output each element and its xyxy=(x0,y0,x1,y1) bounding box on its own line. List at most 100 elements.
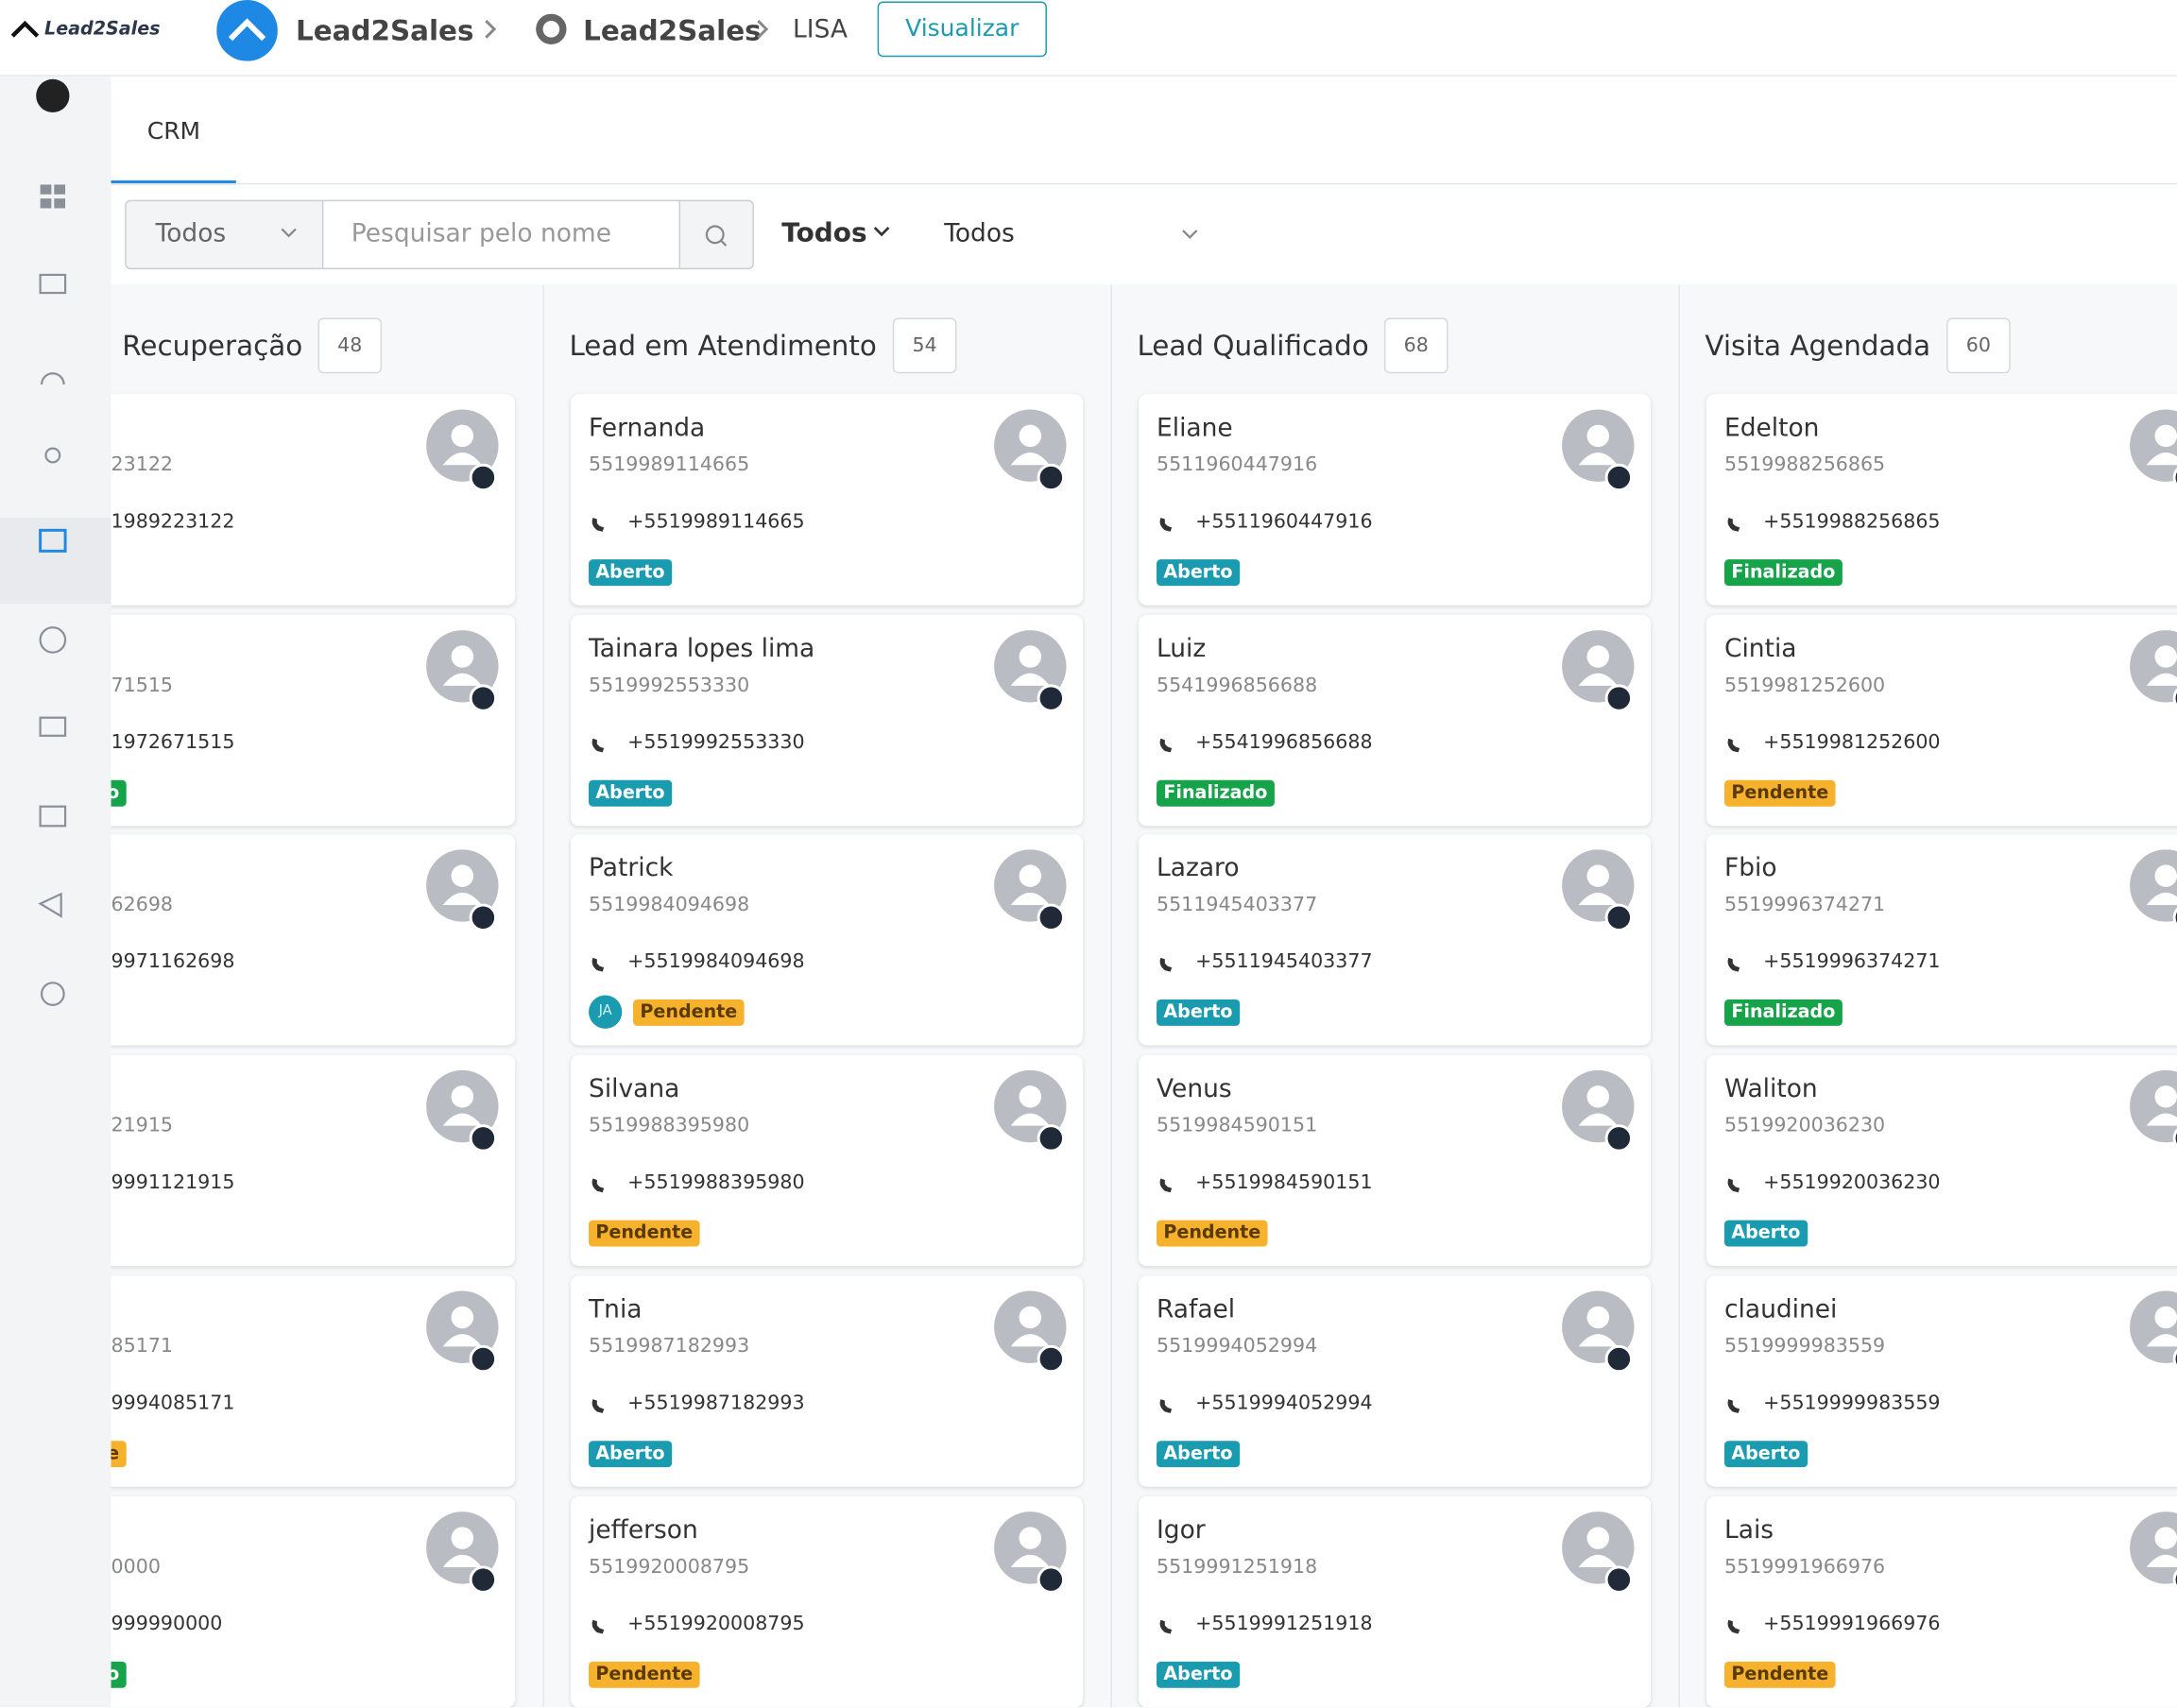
avatar xyxy=(1562,630,1635,712)
lead-card[interactable]: Edelton 5519988256865 +5519988256865 Finali… xyxy=(1706,394,2177,606)
lead-card[interactable]: 0000 999990000 o xyxy=(111,1496,516,1708)
breadcrumb-separator xyxy=(757,20,769,39)
search-button[interactable] xyxy=(678,199,754,270)
lead-card[interactable]: Igor 5519991251918 +5519991251918 Aberto xyxy=(1138,1496,1652,1708)
assignee-avatar: JA xyxy=(589,995,623,1029)
nav-support[interactable] xyxy=(40,372,65,385)
avatar-wrap xyxy=(1562,409,1645,504)
owner-select[interactable]: Todos xyxy=(944,219,1015,249)
lead-card[interactable]: 21915 9991121915 xyxy=(111,1054,516,1267)
lead-card[interactable]: jefferson 5519920008795 +5519920008795 Pend… xyxy=(570,1496,1084,1708)
logo-icon xyxy=(10,20,40,38)
type-select-value: Todos xyxy=(155,219,227,249)
lead-card[interactable]: Lais 5519991966976 +5519991966976 Pendente xyxy=(1706,1496,2177,1708)
channel-name[interactable]: Lead2Sales xyxy=(583,13,762,47)
status-badge: Aberto xyxy=(589,779,672,807)
type-select[interactable]: Todos xyxy=(125,199,325,270)
avatar-wrap xyxy=(2130,1512,2177,1606)
avatar xyxy=(426,1069,499,1153)
divider xyxy=(111,182,2177,185)
status-badge: Pendente xyxy=(633,999,745,1026)
page-name: LISA xyxy=(793,15,848,45)
lead-card[interactable]: Tainara lopes lima 5519992553330 +55199925… xyxy=(570,614,1084,827)
workspace-name[interactable]: Lead2Sales xyxy=(295,13,474,47)
column-count: 68 xyxy=(1383,317,1448,374)
lead-phone-display: +5511945403377 xyxy=(1195,950,1373,974)
avatar-wrap xyxy=(1562,1512,1645,1606)
lead-card[interactable]: Fbio 5519996374271 +5519996374271 Finalizad… xyxy=(1706,834,2177,1046)
lead-card[interactable]: 71515 1972671515 o xyxy=(111,614,516,827)
lead-card[interactable]: Venus 5519984590151 +5519984590151 Pendente xyxy=(1138,1054,1652,1267)
lead-card[interactable]: 23122 1989223122 xyxy=(111,394,516,606)
lead-card[interactable]: Luiz 5541996856688 +5541996856688 Finalizad… xyxy=(1138,614,1652,827)
nav-tickets[interactable] xyxy=(39,716,67,737)
lead-name: Venus xyxy=(1157,1074,1232,1104)
lead-card[interactable]: Cintia 5519981252600 +5519981252600 Pendent… xyxy=(1706,614,2177,827)
status-badge: o xyxy=(111,1661,127,1688)
avatar-wrap xyxy=(994,1069,1077,1165)
nav-whatsapp[interactable] xyxy=(36,78,70,113)
tab-underline xyxy=(111,180,236,185)
lead-phone-display: +5519988256865 xyxy=(1763,510,1941,534)
lead-phone-display: +5519920008795 xyxy=(627,1613,805,1635)
nav-dashboard[interactable] xyxy=(40,184,66,209)
nav-settings[interactable] xyxy=(40,982,65,1006)
nav-help[interactable] xyxy=(39,626,67,654)
avatar xyxy=(1562,1290,1635,1374)
nav-contacts[interactable] xyxy=(44,447,61,464)
search-placeholder: Pesquisar pelo nome xyxy=(351,219,611,249)
search-input[interactable]: Pesquisar pelo nome xyxy=(321,199,682,270)
top-bar: Lead2Sales Lead2Sales Lead2Sales LISA Vi… xyxy=(0,0,2177,77)
lead-card[interactable]: Waliton 5519920036230 +5519920036230 Aberto xyxy=(1706,1054,2177,1267)
nav-crm[interactable] xyxy=(39,528,67,553)
lead-card[interactable]: 85171 9994085171 e xyxy=(111,1275,516,1487)
phone-icon xyxy=(1157,734,1176,760)
lead-card[interactable]: Lazaro 5511945403377 +5511945403377 Aberto xyxy=(1138,834,1652,1046)
lead-name: Fbio xyxy=(1723,853,1777,883)
column-count: 48 xyxy=(317,317,383,374)
phone-icon xyxy=(589,953,609,980)
status-badge: Aberto xyxy=(589,559,672,587)
phone-icon xyxy=(1157,1395,1176,1422)
lead-card[interactable]: Eliane 5511960447916 +5511960447916 Aberto xyxy=(1138,394,1652,606)
nav-archive[interactable] xyxy=(39,805,67,828)
column-divider xyxy=(1678,284,1680,1708)
nav-campaigns[interactable] xyxy=(38,892,62,918)
lead-phone: 5519920008795 xyxy=(589,1556,750,1579)
lead-name: Luiz xyxy=(1157,634,1207,664)
lead-phone: 5519996374271 xyxy=(1723,894,1886,916)
lead-phone-display: +5519991251918 xyxy=(1195,1613,1373,1635)
lead-card[interactable]: Patrick 5519984094698 +5519984094698 JA Pend… xyxy=(570,834,1084,1046)
lead-phone: 5541996856688 xyxy=(1157,675,1318,697)
status-select[interactable]: Todos xyxy=(781,217,867,249)
avatar xyxy=(2130,409,2177,487)
breadcrumb-separator xyxy=(485,20,497,39)
lead-phone: 85171 xyxy=(111,1335,174,1358)
lead-name: jefferson xyxy=(589,1515,698,1546)
lead-card[interactable]: Rafael 5519994052994 +5519994052994 Aberto xyxy=(1138,1275,1652,1487)
search-icon xyxy=(705,225,728,247)
lead-card[interactable]: Silvana 5519988395980 +5519988395980 Penden… xyxy=(570,1054,1084,1267)
lead-phone-display: +5519987182993 xyxy=(627,1392,805,1415)
view-button[interactable]: Visualizar xyxy=(877,1,1047,58)
nav-reports[interactable] xyxy=(39,273,67,295)
phone-icon xyxy=(1724,953,1744,980)
lead-card[interactable]: claudinei 5519999983559 +5519999983559 Aber… xyxy=(1706,1275,2177,1487)
column-divider xyxy=(542,284,545,1708)
workspace-icon xyxy=(216,0,278,61)
avatar-wrap xyxy=(994,1512,1077,1606)
lead-name: Igor xyxy=(1157,1515,1206,1546)
phone-icon xyxy=(589,514,609,540)
lead-card[interactable]: Tnia 5519987182993 +5519987182993 Aberto xyxy=(570,1275,1084,1487)
lead-card[interactable]: Fernanda 5519989114665 +5519989114665 Abert… xyxy=(570,394,1084,606)
status-badge: Aberto xyxy=(1157,1441,1240,1468)
lead-name: Cintia xyxy=(1723,634,1797,664)
tab[interactable]: CRM xyxy=(146,117,201,146)
avatar xyxy=(994,849,1067,931)
chevron xyxy=(1182,230,1198,239)
lead-name: claudinei xyxy=(1723,1294,1838,1324)
avatar-wrap xyxy=(2130,849,2177,944)
lead-name: Rafael xyxy=(1157,1294,1236,1324)
lead-phone: 62698 xyxy=(111,894,174,916)
lead-card[interactable]: 62698 9971162698 xyxy=(111,834,516,1046)
